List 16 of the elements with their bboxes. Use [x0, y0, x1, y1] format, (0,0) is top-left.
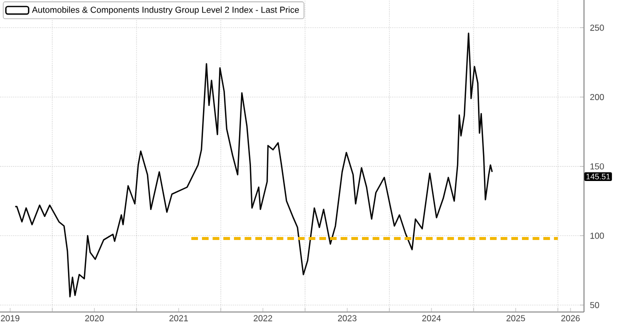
x-tick-label: 2021 — [169, 315, 188, 322]
x-tick-label: 2020 — [85, 315, 104, 322]
x-tick-label: 2026 — [561, 315, 580, 322]
x-tick-label: 2019 — [0, 315, 20, 322]
legend-label: Automobiles & Components Industry Group Level 2 Index - Last Price — [32, 6, 299, 15]
y-tick-label: 150 — [590, 163, 604, 170]
x-tick-label: 2023 — [338, 315, 356, 322]
y-tick-label: 250 — [590, 24, 604, 31]
x-tick-label: 2024 — [422, 315, 441, 322]
x-tick-label: 2022 — [254, 315, 272, 322]
y-tick-label: 200 — [590, 94, 604, 100]
line-series — [14, 32, 493, 298]
y-tick-label: 50 — [590, 302, 600, 308]
x-tick-label: 2025 — [506, 315, 526, 322]
text: 145.51 — [586, 174, 610, 180]
y-tick-label: 100 — [590, 232, 604, 239]
